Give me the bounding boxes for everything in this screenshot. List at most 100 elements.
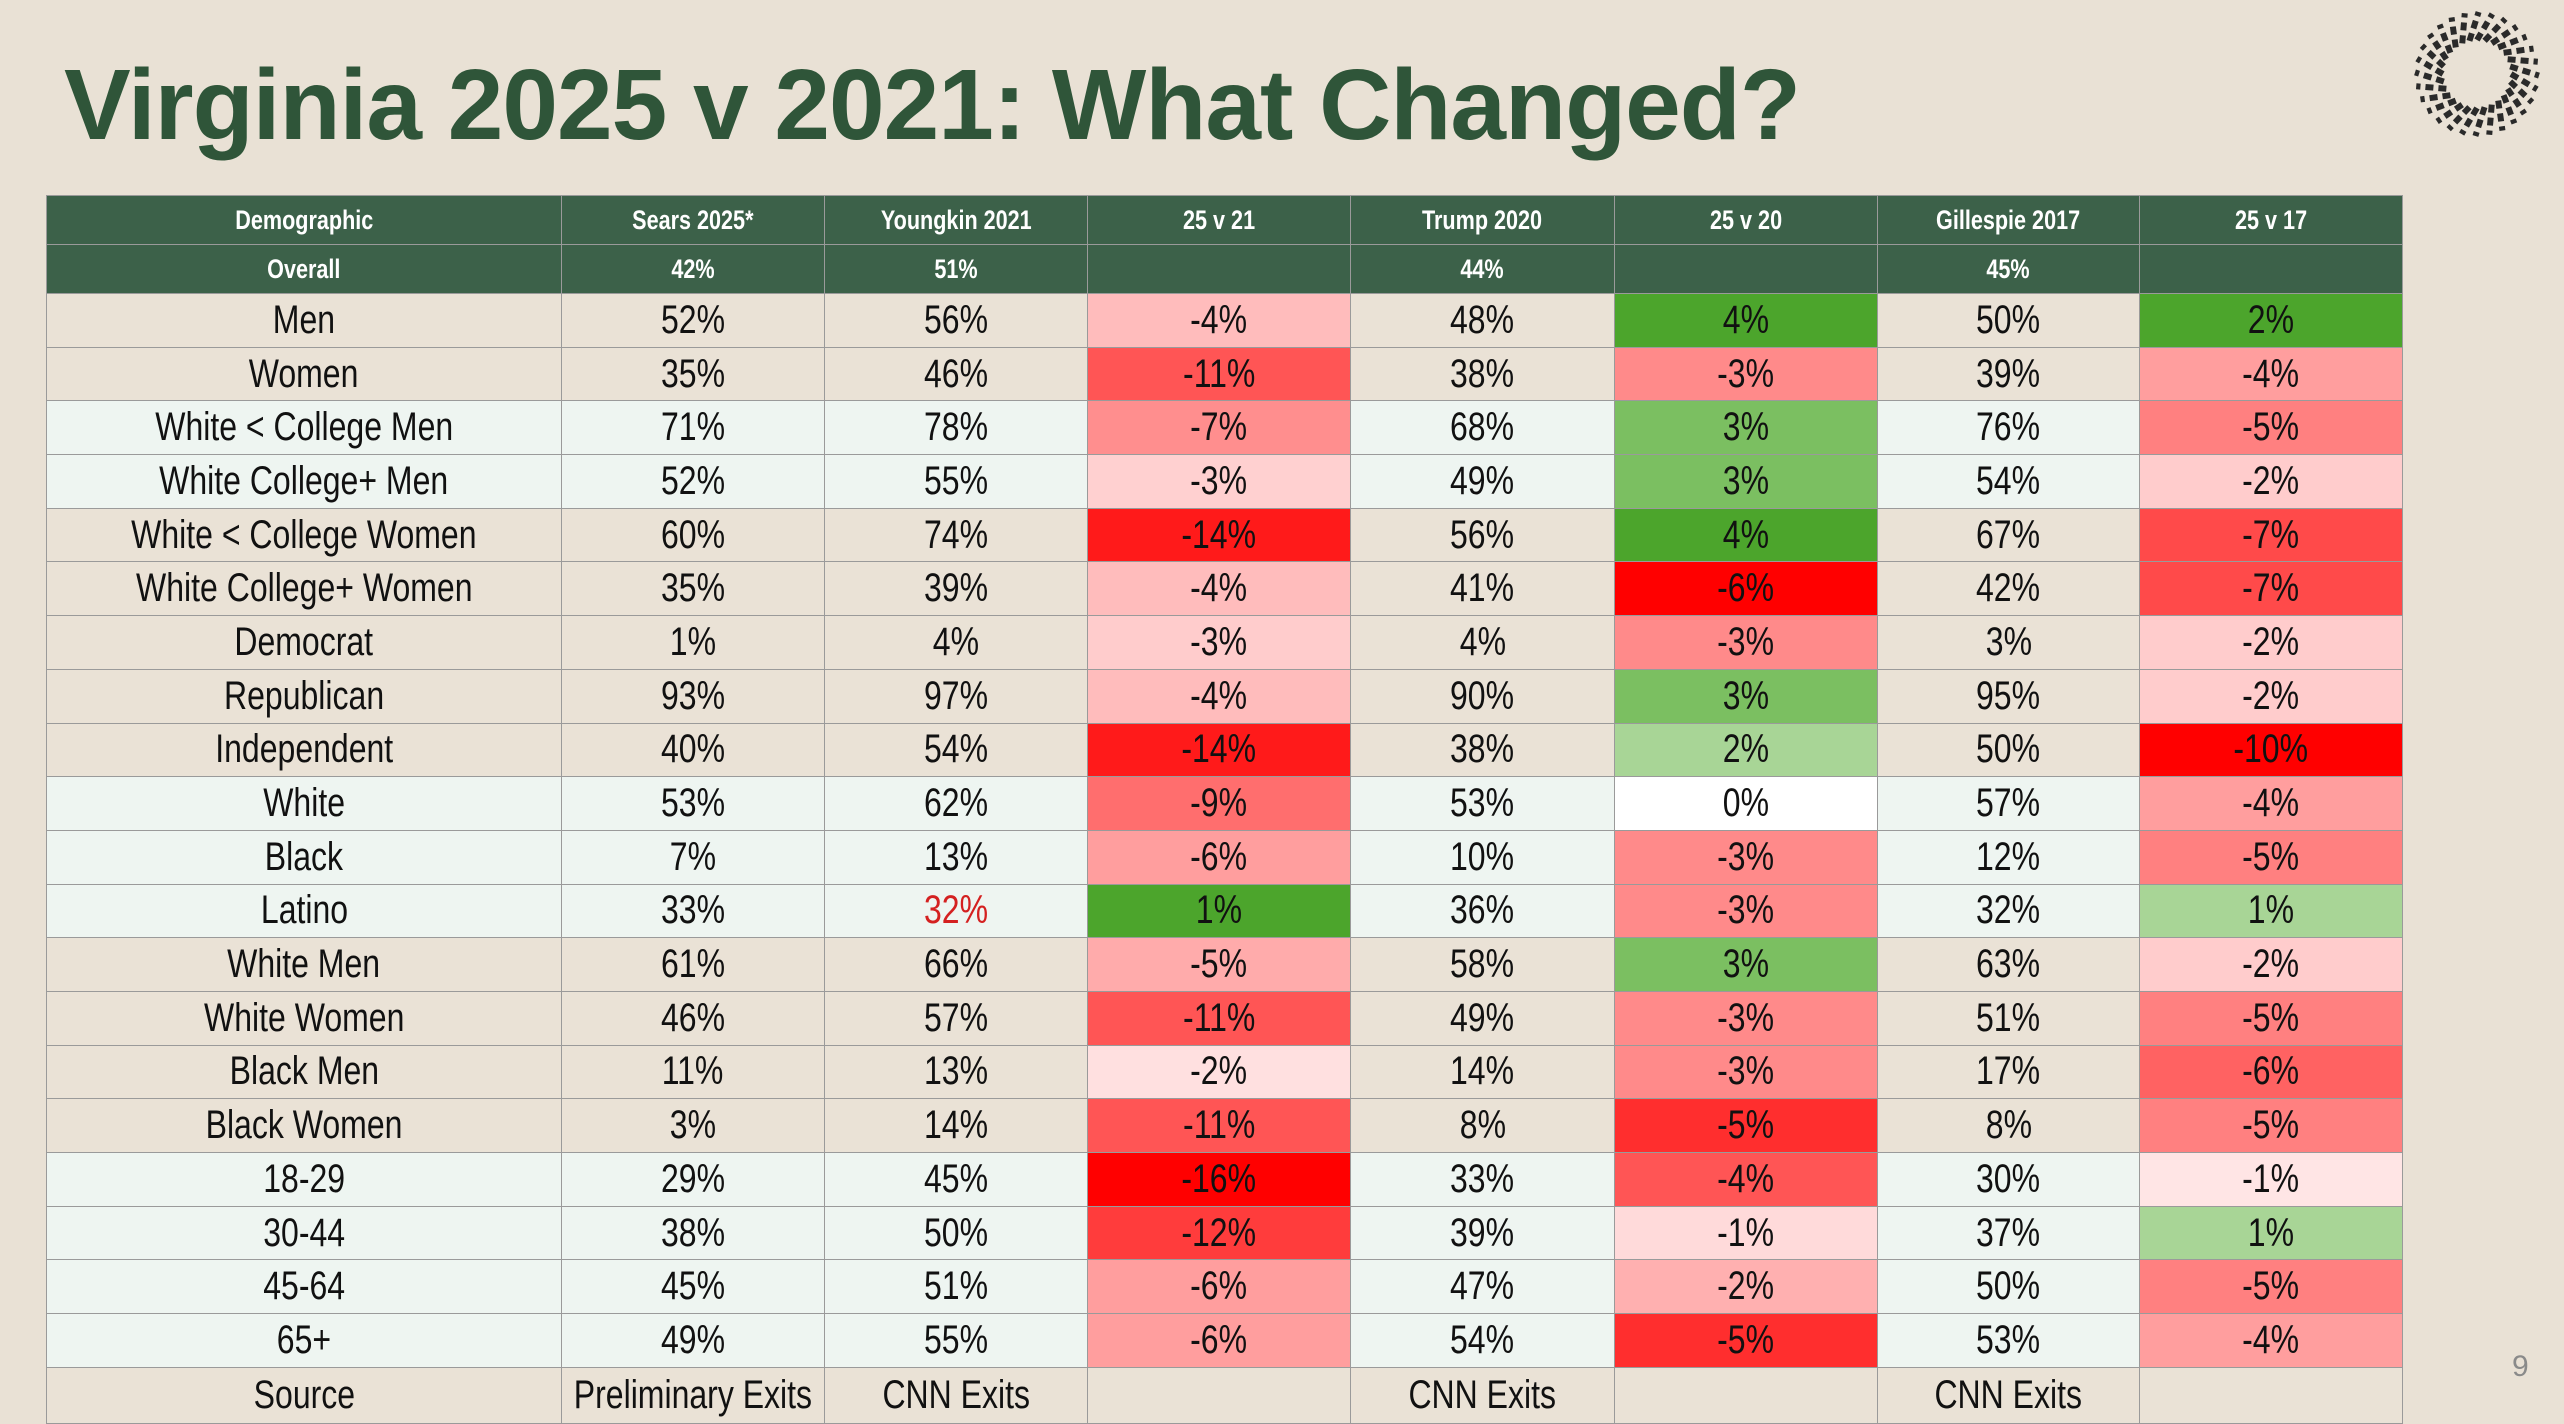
cell-text: 45% xyxy=(923,1156,989,1201)
table-cell: 8% xyxy=(1350,1098,1615,1153)
cell-text: Republican xyxy=(223,673,385,718)
table-body: Demographic Sears 2025* Youngkin 2021 25 v … xyxy=(46,195,2403,1424)
cell-text: 2% xyxy=(1722,727,1770,772)
cell-text: 3% xyxy=(1722,673,1770,718)
cell-text: 51% xyxy=(1976,995,2041,1040)
cell-text: 33% xyxy=(660,888,726,933)
cell-text: 1% xyxy=(2247,1210,2295,1255)
cell-text: 11% xyxy=(662,1049,724,1094)
table-cell: -3% xyxy=(1087,615,1351,670)
header-row: Overall 42% 51% 44% 45% xyxy=(46,244,2403,294)
table-cell: 47% xyxy=(1350,1259,1615,1315)
header-row: Demographic Sears 2025* Youngkin 2021 25 v … xyxy=(46,195,2403,245)
table-cell: 67% xyxy=(1877,507,2140,563)
logo-dash xyxy=(2446,105,2472,132)
cell-text: -5% xyxy=(2242,834,2300,879)
table-cell xyxy=(2139,1366,2403,1424)
table-cell: 50% xyxy=(1877,722,2140,778)
table-cell: 54% xyxy=(824,722,1088,778)
cell-text: 67% xyxy=(1976,512,2041,557)
cell-text: -2% xyxy=(2242,942,2300,987)
cell-text: Democrat xyxy=(234,619,374,664)
cell-text: 7% xyxy=(669,834,717,879)
table-cell: -5% xyxy=(2139,990,2403,1046)
table-cell: -1% xyxy=(1614,1205,1878,1261)
table-cell: 63% xyxy=(1877,937,2140,992)
table-cell: 39% xyxy=(1350,1205,1615,1261)
cell-text: 35% xyxy=(660,351,726,396)
cell-text: 39% xyxy=(1450,1210,1515,1255)
table-cell: -12% xyxy=(1087,1205,1351,1261)
table-cell: 48% xyxy=(1350,293,1615,348)
table-cell: -6% xyxy=(1087,829,1351,885)
cell-text: 17% xyxy=(1976,1049,2041,1094)
logo-dash xyxy=(2435,102,2464,124)
cell-text: 49% xyxy=(1450,458,1515,503)
row-label: Black Men xyxy=(46,1044,562,1100)
table-cell: -2% xyxy=(2139,668,2403,724)
cell-text: -4% xyxy=(2242,781,2300,826)
table-cell: 50% xyxy=(1877,293,2140,348)
cell-text: 61% xyxy=(660,942,726,987)
cell-text: 13% xyxy=(923,1049,989,1094)
header-cell: Trump 2020 xyxy=(1350,195,1615,245)
page-number: 9 xyxy=(2512,1350,2529,1383)
cell-text: -3% xyxy=(1717,834,1775,879)
table-cell: -2% xyxy=(1614,1259,1878,1315)
cell-text: 45% xyxy=(660,1264,726,1309)
table-row: 30-44 38% 50% -12% 39% -1% 37% 1% xyxy=(46,1205,2403,1261)
table-row: Latino 33% 32% 1% 36% -3% 32% 1% xyxy=(46,883,2403,939)
table-cell: 29% xyxy=(561,1152,825,1207)
cell-text: -9% xyxy=(1190,781,1248,826)
table-cell: -14% xyxy=(1087,507,1351,563)
row-label: 18-29 xyxy=(46,1152,562,1207)
cell-text: -6% xyxy=(1717,566,1775,611)
cell-text: -4% xyxy=(1717,1156,1775,1201)
header-cell: 42% xyxy=(561,244,825,294)
table-cell: 36% xyxy=(1350,883,1615,939)
logo-dash xyxy=(2505,87,2527,116)
table-row: Republican 93% 97% -4% 90% 3% 95% -2% xyxy=(46,668,2403,724)
cell-text: 4% xyxy=(1722,512,1770,557)
cell-text: -4% xyxy=(2242,1317,2300,1362)
table-cell: 46% xyxy=(824,346,1088,402)
header-cell: 25 v 21 xyxy=(1087,195,1351,245)
header-cell: 25 v 20 xyxy=(1614,195,1878,245)
table-cell: -4% xyxy=(1614,1152,1878,1207)
table-cell: 4% xyxy=(1350,615,1615,670)
cell-text: 50% xyxy=(1976,1264,2041,1309)
table-cell: -3% xyxy=(1614,883,1878,939)
cell-text: 4% xyxy=(932,619,980,664)
cell-text: -14% xyxy=(1181,512,1257,557)
cell-text: 14% xyxy=(1450,1049,1515,1094)
cell-text: -5% xyxy=(1717,1103,1775,1148)
cell-text: 3% xyxy=(1985,619,2032,664)
table-cell: -5% xyxy=(1087,937,1351,992)
cell-text: -6% xyxy=(1190,1317,1248,1362)
cell-text: 40% xyxy=(660,727,726,772)
table-cell: 35% xyxy=(561,561,825,617)
row-label: White Men xyxy=(46,937,562,992)
table-cell: -9% xyxy=(1087,776,1351,831)
row-label: Latino xyxy=(46,883,562,939)
cell-text: 60% xyxy=(660,512,726,557)
table-cell: 49% xyxy=(1350,990,1615,1046)
table-cell: -3% xyxy=(1614,990,1878,1046)
table-cell: 1% xyxy=(2139,1205,2403,1261)
header-cell: Sears 2025* xyxy=(561,195,825,245)
table-cell: -1% xyxy=(2139,1152,2403,1207)
cell-text: 46% xyxy=(923,351,989,396)
cell-text: -2% xyxy=(1717,1264,1775,1309)
row-label: 45-64 xyxy=(46,1259,562,1315)
cell-text: 38% xyxy=(660,1210,726,1255)
table-cell xyxy=(1087,1366,1351,1424)
table-cell: 3% xyxy=(1614,400,1878,456)
cell-text: 41% xyxy=(1450,566,1515,611)
cell-text: 33% xyxy=(1450,1156,1515,1201)
logo-dash xyxy=(2509,63,2540,79)
cell-text: 63% xyxy=(1976,942,2041,987)
table-cell: 3% xyxy=(1877,615,2140,670)
cell-text: 36% xyxy=(1450,888,1515,933)
cell-text: 1% xyxy=(669,619,717,664)
